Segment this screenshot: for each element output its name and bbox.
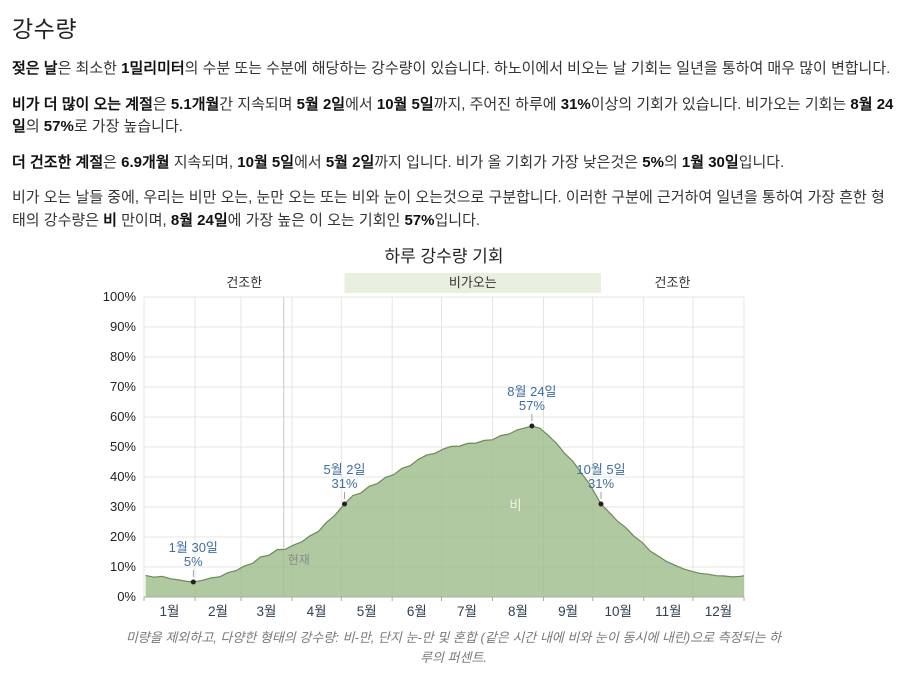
season-label: 건조한 (226, 275, 262, 290)
series-label: 비 (509, 498, 521, 513)
y-tick-label: 80% (109, 349, 135, 364)
page: 강수량 젖은 날은 최소한 1밀리미터의 수분 또는 수분에 해당하는 강수량이… (12, 16, 895, 667)
annotation-value: 31% (331, 476, 357, 491)
y-tick-label: 100% (102, 289, 136, 304)
y-tick-label: 90% (109, 319, 135, 334)
month-label: 12월 (704, 604, 731, 619)
rain-chance-line (144, 425, 744, 583)
month-label: 2월 (208, 604, 228, 619)
month-label: 10월 (604, 604, 631, 619)
annotation-value: 57% (518, 398, 544, 413)
month-label: 9월 (558, 604, 578, 619)
month-label: 7월 (457, 604, 477, 619)
month-label: 1월 (159, 604, 179, 619)
month-label: 11월 (655, 604, 681, 619)
paragraph: 비가 오는 날들 중에, 우리는 비만 오는, 눈만 오는 또는 비와 눈이 오… (12, 189, 885, 229)
y-tick-label: 10% (109, 559, 135, 574)
y-tick-label: 0% (117, 589, 136, 604)
month-label: 5월 (356, 604, 376, 619)
month-label: 3월 (256, 604, 276, 619)
season-label: 건조한 (654, 275, 690, 290)
month-label: 8월 (508, 604, 528, 619)
annotation-date: 10월 5일 (576, 462, 625, 477)
paragraph: 더 건조한 계절은 6.9개월 지속되며, 10월 5일에서 5월 2일까지 입… (12, 153, 785, 171)
season-label: 비가오는 (448, 275, 496, 290)
y-tick-label: 60% (109, 409, 135, 424)
annotation-date: 5월 2일 (323, 462, 365, 477)
season-band (344, 273, 601, 293)
annotation-dot (341, 501, 347, 507)
rain-chance-area (145, 426, 744, 597)
y-tick-label: 70% (109, 379, 135, 394)
now-label: 현재 (287, 553, 309, 567)
annotation-dot (528, 423, 534, 429)
month-label: 6월 (406, 604, 426, 619)
intro-paragraphs: 젖은 날은 최소한 1밀리미터의 수분 또는 수분에 해당하는 강수량이 있습니… (12, 58, 895, 232)
y-tick-label: 20% (109, 529, 135, 544)
chart-title: 하루 강수량 기회 (384, 247, 503, 266)
annotation-date: 1월 30일 (168, 540, 217, 555)
annotation-dot (190, 579, 196, 585)
page-title: 강수량 (12, 16, 77, 42)
annotation-value: 31% (587, 476, 613, 491)
paragraph: 비가 더 많이 오는 계절은 5.1개월간 지속되며 5월 2일에서 10월 5… (12, 95, 894, 136)
y-tick-label: 50% (109, 439, 135, 454)
annotation-date: 8월 24일 (507, 384, 556, 399)
chart-caption: 미량을 제외하고, 다양한 형태의 강수량: 비-만, 단지 눈-만 및 혼합 … (125, 630, 782, 665)
annotation-dot (598, 501, 603, 507)
y-tick-label: 40% (109, 469, 135, 484)
annotation-value: 5% (183, 554, 202, 569)
paragraph: 젖은 날은 최소한 1밀리미터의 수분 또는 수분에 해당하는 강수량이 있습니… (12, 60, 891, 77)
y-tick-label: 30% (109, 499, 135, 514)
month-label: 4월 (306, 604, 326, 619)
